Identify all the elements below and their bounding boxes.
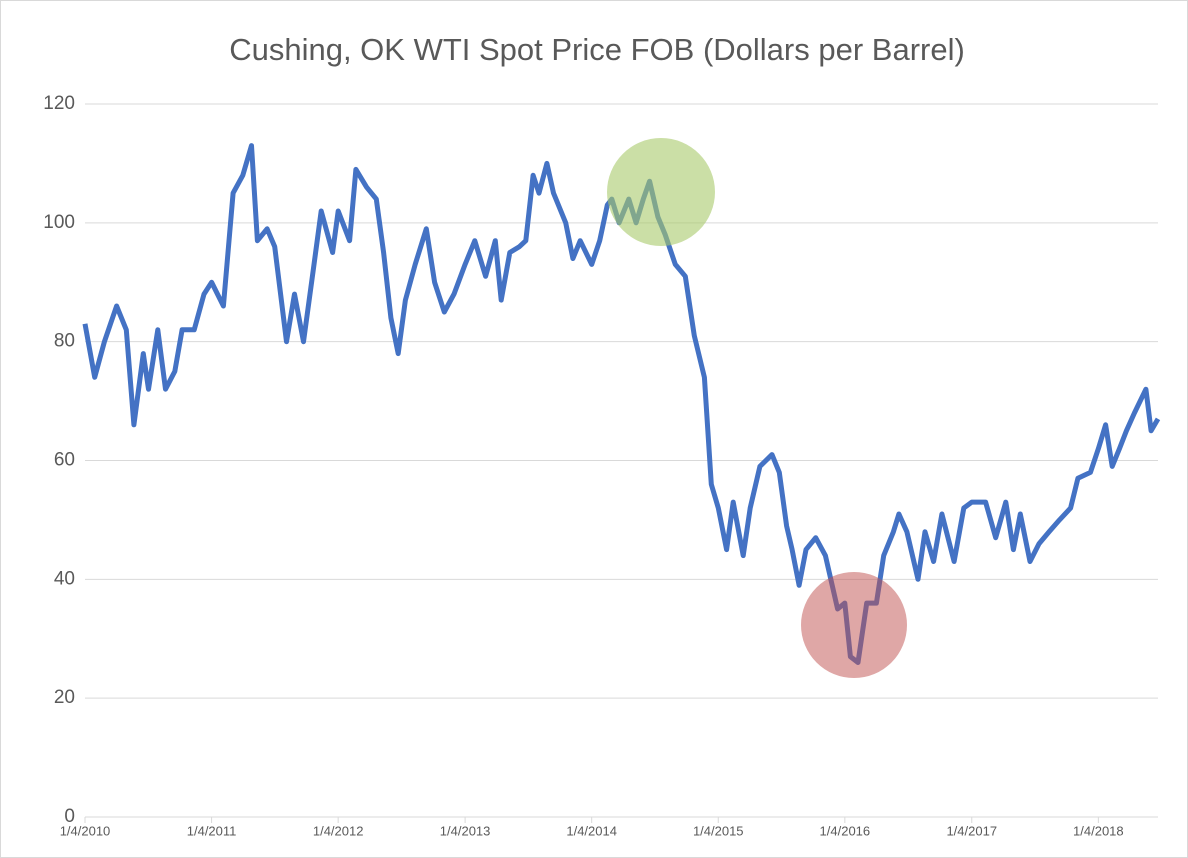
- x-tick-label: 1/4/2011: [187, 823, 237, 838]
- y-tick-label: 120: [43, 93, 75, 114]
- y-tick-label: 20: [54, 687, 75, 708]
- x-tick-label: 1/4/2016: [820, 823, 871, 838]
- y-tick-label: 60: [54, 450, 75, 471]
- chart-title: Cushing, OK WTI Spot Price FOB (Dollars …: [229, 32, 965, 67]
- y-tick-label: 0: [64, 806, 75, 827]
- y-tick-label: 80: [54, 331, 75, 352]
- x-tick-label: 1/4/2012: [313, 823, 364, 838]
- x-tick-label: 1/4/2018: [1073, 823, 1124, 838]
- x-tick-label: 1/4/2015: [693, 823, 744, 838]
- highlight-circle: [801, 572, 907, 678]
- x-tick-label: 1/4/2014: [566, 823, 617, 838]
- x-tick-label: 1/4/2013: [440, 823, 491, 838]
- y-tick-label: 100: [43, 212, 75, 233]
- y-tick-label: 40: [54, 568, 75, 589]
- highlight-circle: [607, 138, 715, 246]
- plot-area: 0 20 40 60 80 100 120 1/4/2010 1/4/2011 1/4/2012 1…: [43, 93, 1161, 838]
- x-tick-label: 1/4/2010: [60, 823, 111, 838]
- x-tick-label: 1/4/2017: [946, 823, 997, 838]
